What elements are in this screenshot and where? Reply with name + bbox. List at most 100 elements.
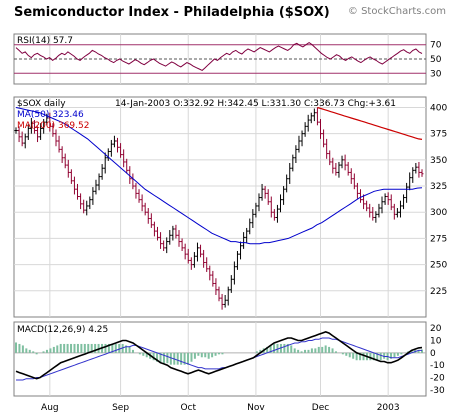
macd-histogram-bar [45, 349, 48, 353]
macd-histogram-bar [18, 343, 21, 353]
rsi-tick-label: 70 [430, 41, 442, 51]
macd-histogram-bar [352, 352, 355, 359]
macd-histogram-bar [293, 348, 296, 353]
macd-layer: 20 10 0 -10 -20 -30 [14, 324, 445, 396]
macd-histogram-bar [15, 342, 17, 353]
macd-histogram-bar [28, 349, 31, 353]
rsi-tick-label: 30 [430, 69, 442, 79]
price-quote: 14-Jan-2003 O:332.92 H:342.45 L:331.30 C… [115, 99, 396, 109]
macd-histogram-bar [200, 352, 203, 358]
macd-histogram-bar [273, 343, 276, 353]
macd-histogram-bar [218, 352, 220, 355]
macd-histogram-bar [83, 343, 86, 353]
x-tick-label: Sep [112, 403, 129, 413]
macd-histogram-bar [221, 352, 224, 355]
price-tick-label: 375 [430, 130, 447, 140]
macd-histogram-bar [341, 352, 344, 355]
macd-histogram-bar [286, 343, 289, 353]
macd-histogram-bar [125, 345, 128, 353]
macd-histogram-bar [56, 345, 59, 353]
macd-histogram-bar [400, 352, 403, 355]
macd-tick-label: -30 [430, 386, 445, 396]
macd-histogram-bar [183, 352, 186, 365]
price-legend-symbol: $SOX daily [17, 99, 66, 109]
macd-histogram-bar [276, 343, 279, 353]
macd-histogram-bar [70, 343, 73, 353]
macd-histogram-bar [300, 351, 303, 353]
macd-histogram-bar [142, 352, 145, 356]
macd-histogram-bar [283, 343, 286, 353]
rsi-layer: 70 50 30 [14, 41, 442, 79]
macd-histogram-bar [107, 343, 110, 353]
macd-histogram-bar [383, 352, 386, 359]
macd-histogram-bar [297, 349, 300, 353]
macd-histogram-bar [156, 352, 159, 362]
macd-histogram-bar [396, 352, 399, 356]
x-tick-label: Dec [312, 403, 329, 413]
macd-histogram-bar [331, 348, 334, 353]
macd-histogram-bar [255, 351, 258, 353]
macd-histogram-bar [372, 352, 375, 361]
macd-histogram-bar [63, 343, 66, 353]
macd-histogram-bar [266, 346, 269, 353]
macd-histogram-bar [334, 351, 337, 353]
macd-histogram-bar [359, 352, 362, 361]
macd-histogram-bar [180, 352, 183, 365]
macd-histogram-bar [290, 345, 293, 353]
macd-histogram-bar [324, 345, 327, 353]
ma50-legend: MA(50) 323.46 [17, 110, 84, 120]
macd-tick-label: 20 [430, 324, 442, 334]
macd-histogram-bar [76, 343, 79, 353]
macd-histogram-bar [393, 352, 396, 358]
macd-histogram-bar [159, 352, 162, 364]
macd-histogram-bar [197, 352, 200, 356]
macd-histogram-bar [207, 352, 210, 359]
macd-histogram-bar [314, 348, 317, 353]
ma50-line [15, 107, 423, 245]
macd-label: MACD(12,26,9) 4.25 [17, 325, 108, 335]
macd-histogram-bar [362, 352, 365, 361]
macd-histogram-bar [42, 351, 45, 353]
macd-histogram-bar [49, 348, 52, 353]
x-tick-label: 2003 [377, 403, 400, 413]
macd-histogram-bar [204, 352, 207, 358]
macd-signal-line [16, 337, 422, 381]
macd-histogram-bar [214, 352, 217, 356]
x-tick-label: Nov [247, 403, 265, 413]
macd-histogram-bar [169, 352, 172, 365]
chart-title: Semiconductor Index - Philadelphia ($SOX… [14, 5, 330, 20]
macd-histogram-bar [87, 343, 90, 353]
macd-histogram-bar [211, 352, 214, 358]
macd-histogram-bar [345, 352, 348, 356]
macd-histogram-bar [111, 343, 114, 353]
macd-histogram-bar [304, 349, 307, 353]
macd-histogram-bar [310, 348, 313, 353]
ma200-legend: MA(200) 369.52 [17, 121, 89, 131]
macd-histogram-bar [138, 352, 141, 355]
copyright-text: © StockCharts.com [348, 6, 446, 17]
macd-histogram-bar [348, 352, 351, 358]
macd-tick-label: -20 [430, 374, 445, 384]
macd-histogram-bar [52, 346, 55, 353]
x-tick-label: Aug [41, 403, 59, 413]
macd-histogram-bar [417, 349, 420, 353]
macd-histogram-bar [104, 343, 107, 353]
macd-histogram-bar [80, 343, 83, 353]
macd-histogram-bar [90, 343, 93, 353]
rsi-tick-label: 50 [430, 55, 442, 65]
macd-histogram-bar [66, 343, 69, 353]
price-tick-label: 325 [430, 182, 447, 192]
macd-histogram-bar [131, 349, 134, 353]
macd-histogram-bar [421, 349, 423, 353]
macd-line [15, 331, 423, 380]
macd-histogram-bar [176, 352, 179, 365]
price-tick-label: 225 [430, 287, 447, 297]
macd-histogram-bar [162, 352, 165, 364]
macd-histogram-bar [187, 352, 190, 365]
macd-histogram-bar [73, 343, 76, 353]
macd-histogram-bar [355, 352, 358, 361]
macd-histogram-bar [307, 349, 310, 353]
macd-histogram-bar [379, 352, 382, 361]
